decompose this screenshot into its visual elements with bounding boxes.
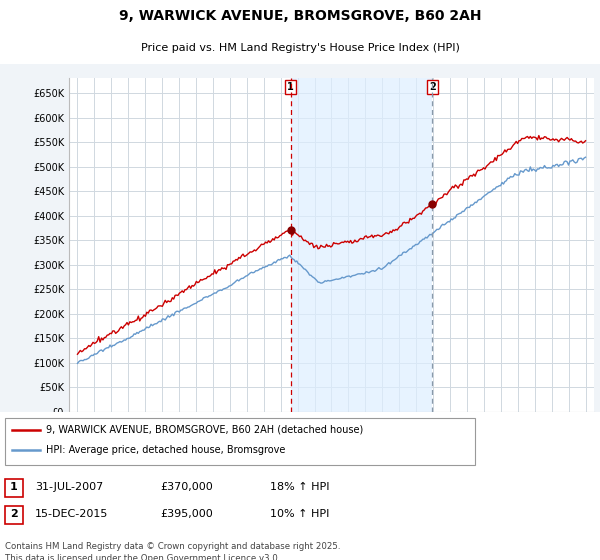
Text: £395,000: £395,000 — [160, 509, 213, 519]
FancyBboxPatch shape — [5, 479, 23, 497]
Bar — [290, 78, 433, 412]
Text: 10% ↑ HPI: 10% ↑ HPI — [270, 509, 329, 519]
Text: 1: 1 — [10, 482, 18, 492]
Text: HPI: Average price, detached house, Bromsgrove: HPI: Average price, detached house, Brom… — [46, 445, 286, 455]
Text: Contains HM Land Registry data © Crown copyright and database right 2025.
This d: Contains HM Land Registry data © Crown c… — [5, 542, 341, 560]
Text: 9, WARWICK AVENUE, BROMSGROVE, B60 2AH (detached house): 9, WARWICK AVENUE, BROMSGROVE, B60 2AH (… — [46, 424, 363, 435]
Text: 2: 2 — [10, 509, 18, 519]
Text: £370,000: £370,000 — [160, 482, 213, 492]
Text: 18% ↑ HPI: 18% ↑ HPI — [270, 482, 329, 492]
Text: Price paid vs. HM Land Registry's House Price Index (HPI): Price paid vs. HM Land Registry's House … — [140, 43, 460, 53]
Text: 2: 2 — [429, 82, 436, 92]
FancyBboxPatch shape — [5, 506, 23, 524]
Text: 31-JUL-2007: 31-JUL-2007 — [35, 482, 103, 492]
FancyBboxPatch shape — [5, 418, 475, 465]
Text: 1: 1 — [287, 82, 294, 92]
Text: 15-DEC-2015: 15-DEC-2015 — [35, 509, 109, 519]
Text: 9, WARWICK AVENUE, BROMSGROVE, B60 2AH: 9, WARWICK AVENUE, BROMSGROVE, B60 2AH — [119, 9, 481, 23]
